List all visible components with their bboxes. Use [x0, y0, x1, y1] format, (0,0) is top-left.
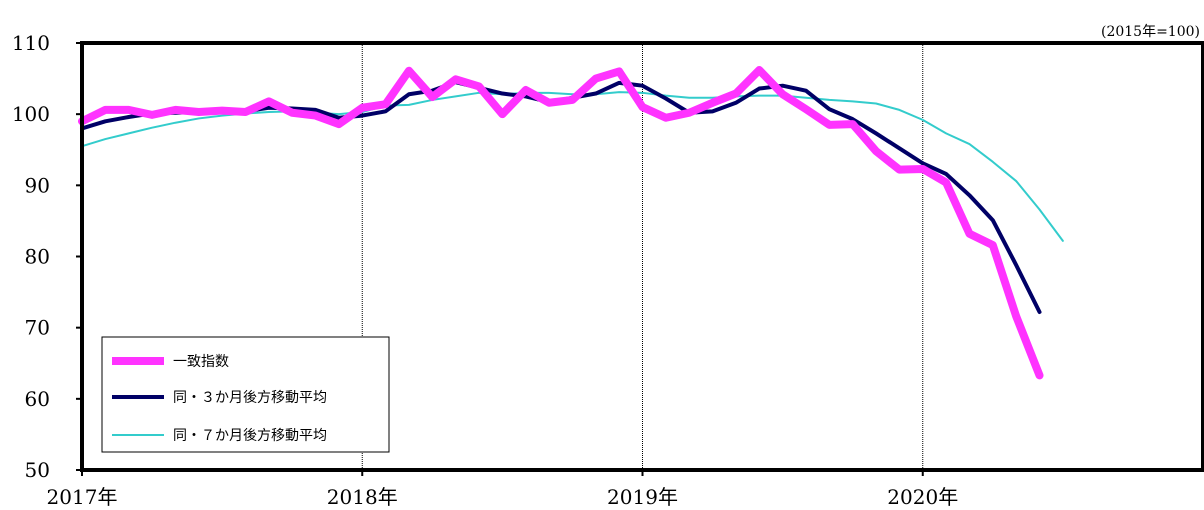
legend-label-7month-average: 同・７か月後方移動平均 — [173, 428, 327, 444]
x-axis: 2017年 2018年 2019年 2020年 — [47, 470, 958, 509]
y-tick-label: 50 — [25, 458, 50, 482]
unit-note: (2015年=100) — [1101, 24, 1200, 40]
legend-label-coincident-index: 一致指数 — [173, 354, 229, 370]
y-tick-label: 60 — [25, 387, 50, 411]
y-tick-label: 110 — [12, 31, 50, 55]
y-axis: 50 60 70 80 90 100 110 — [12, 31, 82, 482]
x-tick-label: 2018年 — [327, 485, 398, 509]
series-lines — [78, 66, 1064, 380]
series-line-coincident-index — [78, 66, 1044, 380]
x-tick-label: 2017年 — [47, 485, 118, 509]
y-tick-label: 80 — [25, 245, 50, 269]
legend: 一致指数 同・３か月後方移動平均 同・７か月後方移動平均 — [101, 336, 390, 453]
legend-label-3month-average: 同・３か月後方移動平均 — [173, 390, 327, 406]
y-tick-label: 100 — [12, 102, 50, 126]
series-line-3month-average — [80, 80, 1042, 315]
x-tick-label: 2020年 — [887, 485, 958, 509]
y-tick-label: 70 — [25, 316, 50, 340]
legend-box — [101, 336, 390, 453]
x-tick-label: 2019年 — [607, 485, 678, 509]
y-tick-label: 90 — [25, 173, 50, 197]
